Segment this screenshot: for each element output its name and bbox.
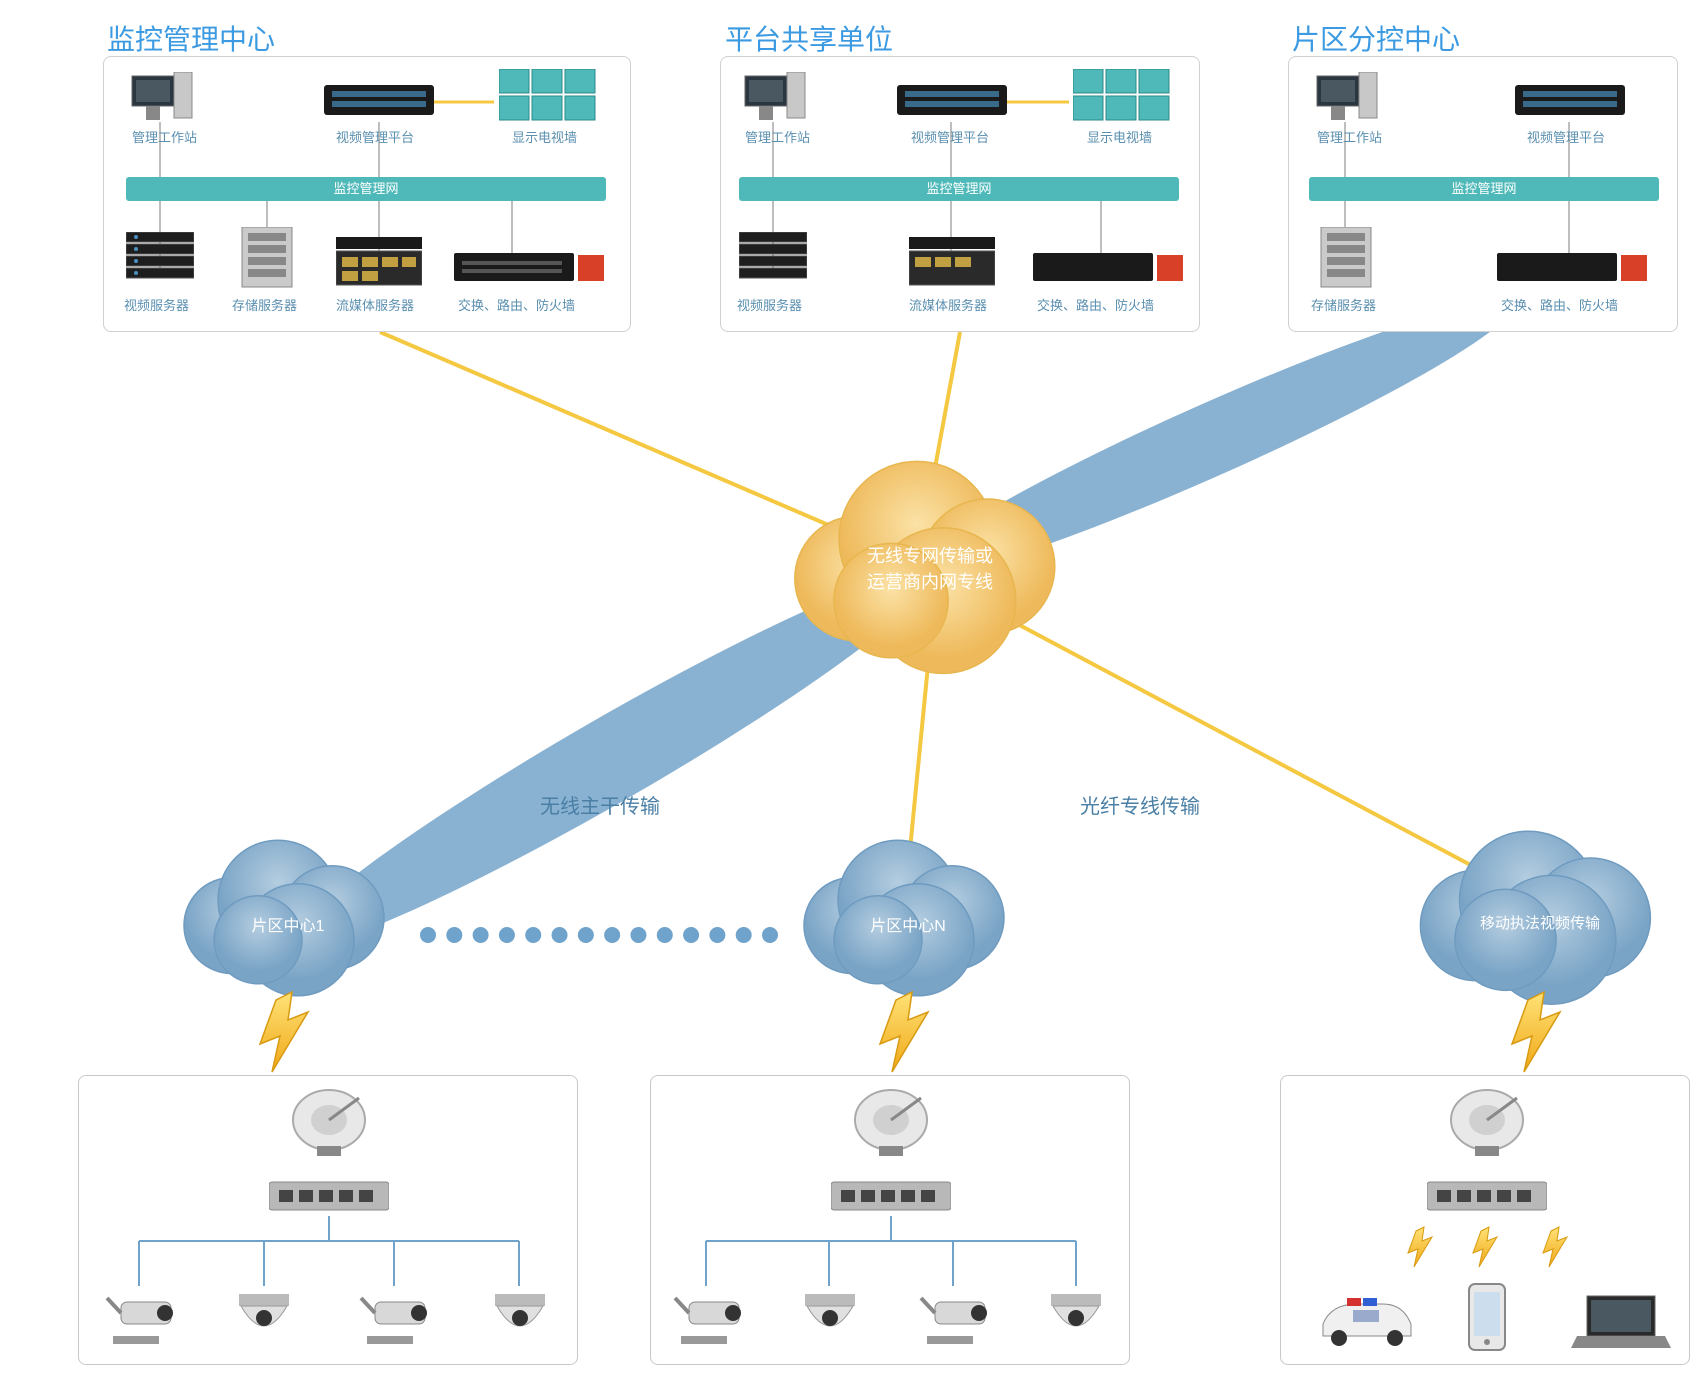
link-wireless-label: 无线主干传输 — [540, 790, 660, 819]
dish-antenna-icon — [287, 1088, 371, 1158]
tv-wall-label: 显示电视墙 — [1087, 127, 1152, 146]
storage-server-icon — [1315, 227, 1377, 291]
core-cloud-label: 无线专网传输或 运营商内网专线 — [830, 542, 1030, 594]
video-platform-icon — [1515, 79, 1625, 121]
stream-server-label: 流媒体服务器 — [909, 295, 987, 314]
bullet-camera-icon — [103, 1288, 183, 1348]
box-share-unit: 管理工作站 视频管理平台 显示电视墙 监控管理网 视频服务器 流媒体服务器 交换… — [720, 56, 1200, 332]
video-platform-icon — [897, 79, 1007, 121]
laptop-icon — [1571, 1292, 1671, 1352]
video-server-icon — [739, 232, 807, 290]
phone-icon — [1465, 1282, 1509, 1354]
video-server-icon — [126, 232, 194, 290]
link-fiber-label: 光纤专线传输 — [1080, 790, 1200, 819]
dish-antenna-icon — [1445, 1088, 1529, 1158]
video-server-label: 视频服务器 — [124, 295, 189, 314]
storage-server-label: 存储服务器 — [1311, 295, 1376, 314]
workstation-icon — [739, 72, 809, 127]
workstation-label: 管理工作站 — [745, 127, 810, 146]
tv-wall-label: 显示电视墙 — [512, 127, 577, 146]
switch-icon — [269, 1176, 389, 1216]
switch-icon — [831, 1176, 951, 1216]
switch-icon — [1427, 1176, 1547, 1216]
video-platform-label: 视频管理平台 — [1527, 127, 1605, 146]
bottom-box-mobile — [1280, 1075, 1690, 1365]
dish-antenna-icon — [849, 1088, 933, 1158]
bullet-camera-icon — [357, 1288, 437, 1348]
bottom-box-zoneN — [650, 1075, 1130, 1365]
dome-camera-icon — [795, 1288, 865, 1348]
switch-router-icon — [454, 249, 604, 289]
cloud-zone1-label: 片区中心1 — [188, 912, 388, 936]
workstation-label: 管理工作站 — [132, 127, 197, 146]
net-bar-1: 监控管理网 — [126, 177, 606, 201]
net-bar-3: 监控管理网 — [1309, 177, 1659, 201]
dome-camera-icon — [1041, 1288, 1111, 1348]
storage-server-icon — [236, 227, 298, 291]
tv-wall-icon — [499, 69, 599, 125]
stream-server-icon — [336, 237, 422, 289]
core-cloud-line1: 无线专网传输或 — [867, 546, 993, 566]
tv-wall-icon — [1073, 69, 1173, 125]
stream-server-icon — [909, 237, 995, 289]
switch-router-label: 交换、路由、防火墙 — [1501, 295, 1618, 314]
switch-router-label: 交换、路由、防火墙 — [1037, 295, 1154, 314]
core-cloud-line2: 运营商内网专线 — [867, 572, 993, 592]
box-zone-center: 管理工作站 视频管理平台 监控管理网 存储服务器 交换、路由、防火墙 — [1288, 56, 1678, 332]
video-platform-label: 视频管理平台 — [911, 127, 989, 146]
video-platform-icon — [324, 79, 434, 121]
workstation-label: 管理工作站 — [1317, 127, 1382, 146]
switch-router-icon — [1497, 249, 1647, 289]
workstation-icon — [126, 72, 196, 127]
bullet-camera-icon — [917, 1288, 997, 1348]
video-platform-label: 视频管理平台 — [336, 127, 414, 146]
police-car-icon — [1311, 1292, 1421, 1348]
storage-server-label: 存储服务器 — [232, 295, 297, 314]
dome-camera-icon — [229, 1288, 299, 1348]
cloud-zoneN-label: 片区中心N — [808, 912, 1008, 936]
switch-router-icon — [1033, 249, 1183, 289]
workstation-icon — [1311, 72, 1381, 127]
box-monitor-center: 管理工作站 视频管理平台 显示电视墙 监控管理网 视频服务器 存储服务器 流媒体… — [103, 56, 631, 332]
dome-camera-icon — [485, 1288, 555, 1348]
bottom-box-zone1 — [78, 1075, 578, 1365]
bullet-camera-icon — [671, 1288, 751, 1348]
stream-server-label: 流媒体服务器 — [336, 295, 414, 314]
switch-router-label: 交换、路由、防火墙 — [458, 295, 575, 314]
video-server-label: 视频服务器 — [737, 295, 802, 314]
net-bar-2: 监控管理网 — [739, 177, 1179, 201]
cloud-mobile-label: 移动执法视频传输 — [1425, 912, 1655, 933]
